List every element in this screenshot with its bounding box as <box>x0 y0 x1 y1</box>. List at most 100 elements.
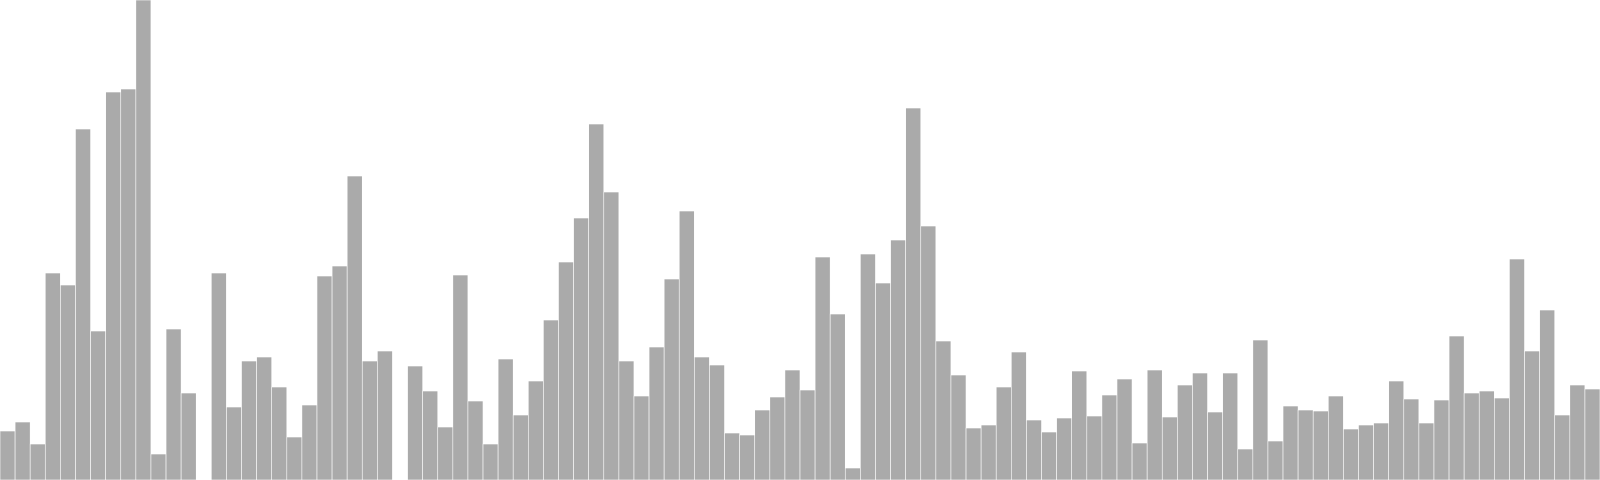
bar-25 <box>361 360 378 480</box>
bar-106 <box>1584 388 1600 480</box>
bar-45 <box>663 278 680 480</box>
bar-80 <box>1192 372 1208 480</box>
bar-35 <box>512 414 529 480</box>
bar-103 <box>1539 309 1556 480</box>
bar-3 <box>29 443 46 480</box>
bar-95 <box>1418 422 1435 480</box>
bar-2 <box>14 421 31 480</box>
bar-63 <box>935 340 952 480</box>
bar-48 <box>709 364 725 480</box>
bar-24 <box>346 175 363 480</box>
bar-94 <box>1403 398 1420 480</box>
bar-98 <box>1463 392 1480 480</box>
bar-5 <box>60 284 76 480</box>
bar-51 <box>754 409 771 480</box>
bar-66 <box>980 424 997 480</box>
bar-62 <box>920 225 937 480</box>
bar-86 <box>1282 405 1299 480</box>
bar-50 <box>739 434 756 480</box>
bar-71 <box>1056 417 1072 480</box>
bar-12 <box>165 328 182 480</box>
bar-68 <box>1011 351 1027 480</box>
bar-102 <box>1524 350 1540 480</box>
bar-87 <box>1297 409 1314 480</box>
bar-30 <box>437 426 454 480</box>
bar-52 <box>769 396 786 480</box>
bar-38 <box>558 261 574 480</box>
bar-91 <box>1358 424 1374 480</box>
bar-92 <box>1373 422 1389 480</box>
bar-101 <box>1509 258 1525 480</box>
bar-90 <box>1343 428 1359 480</box>
bar-7 <box>90 330 106 480</box>
bar-11 <box>150 453 167 480</box>
bar-70 <box>1041 431 1057 480</box>
bar-39 <box>573 217 589 480</box>
bar-29 <box>422 390 439 480</box>
bar-99 <box>1478 390 1495 480</box>
bar-8 <box>105 91 122 480</box>
bar-1 <box>0 430 16 480</box>
bar-85 <box>1267 440 1284 480</box>
bar-19 <box>271 386 288 480</box>
bar-17 <box>241 360 257 480</box>
bar-74 <box>1101 394 1118 480</box>
bar-88 <box>1312 410 1329 480</box>
bar-41 <box>603 191 620 480</box>
bar-33 <box>482 443 499 480</box>
bar-49 <box>724 432 740 480</box>
bar-79 <box>1177 384 1193 480</box>
bar-81 <box>1207 411 1223 480</box>
bar-44 <box>648 346 665 480</box>
bar-26 <box>377 350 393 480</box>
bar-84 <box>1252 339 1269 480</box>
bar-72 <box>1071 370 1088 480</box>
bar-82 <box>1222 372 1239 480</box>
bar-61 <box>905 107 922 480</box>
bar-43 <box>633 395 650 480</box>
bar-83 <box>1237 448 1254 480</box>
bar-13 <box>180 392 197 480</box>
bar-96 <box>1433 399 1450 480</box>
bar-28 <box>407 365 423 480</box>
bar-55 <box>814 256 831 480</box>
bar-64 <box>950 374 967 480</box>
bar-34 <box>497 358 514 480</box>
bar-58 <box>860 253 876 480</box>
bar-42 <box>618 360 635 480</box>
bar-105 <box>1569 384 1586 480</box>
bar-56 <box>829 313 846 480</box>
bar-23 <box>331 265 348 480</box>
bar-18 <box>256 356 272 480</box>
bar-47 <box>694 356 710 480</box>
bar-20 <box>286 436 303 480</box>
bar-37 <box>543 319 559 480</box>
bar-67 <box>995 386 1012 480</box>
bar-57 <box>844 467 861 480</box>
bar-77 <box>1146 369 1163 480</box>
bar-89 <box>1328 395 1344 480</box>
bar-59 <box>875 282 891 480</box>
bar-9 <box>120 88 137 480</box>
bar-4 <box>44 272 61 480</box>
bar-60 <box>890 239 906 480</box>
bar-54 <box>799 389 816 480</box>
bar-46 <box>678 210 695 480</box>
bar-97 <box>1448 335 1465 480</box>
bar-36 <box>527 380 544 480</box>
bar-53 <box>784 369 801 480</box>
bar-21 <box>301 404 318 480</box>
bar-22 <box>316 275 333 480</box>
bar-93 <box>1388 380 1405 480</box>
bar-15 <box>211 272 227 480</box>
bar-78 <box>1161 416 1178 480</box>
bar-75 <box>1116 378 1133 480</box>
bar-100 <box>1494 397 1510 480</box>
bar-10 <box>135 0 152 480</box>
bar-16 <box>226 406 242 480</box>
bar-104 <box>1554 414 1571 480</box>
bar-73 <box>1086 415 1103 480</box>
bar-69 <box>1026 419 1042 480</box>
